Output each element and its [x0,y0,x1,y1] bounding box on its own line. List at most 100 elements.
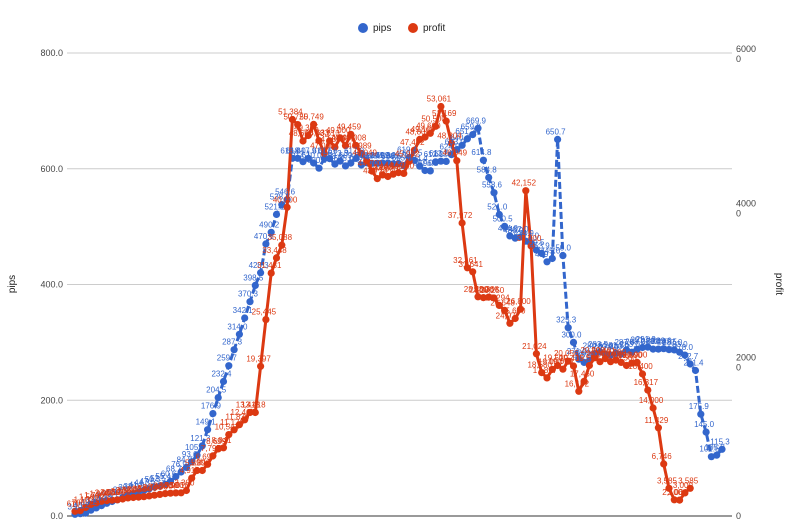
data-point-profit[interactable] [140,493,148,501]
data-point-profit[interactable] [166,489,175,497]
data-point-pips[interactable] [209,410,217,418]
data-point-profit[interactable] [649,404,657,412]
data-point-pips[interactable] [193,451,201,459]
data-point-profit[interactable] [294,121,302,129]
data-point-profit[interactable] [676,496,684,504]
data-point-pips[interactable] [495,210,503,219]
data-point-profit[interactable] [76,507,84,515]
data-point-profit[interactable] [262,316,270,324]
data-point-profit[interactable] [108,496,116,504]
data-point-profit[interactable] [204,460,212,468]
data-point-profit[interactable] [628,359,636,367]
data-point-pips[interactable] [188,458,196,466]
data-point-pips[interactable] [660,345,668,353]
data-point-pips[interactable] [681,351,689,359]
data-point-pips[interactable] [230,346,238,354]
data-point-profit[interactable] [447,139,456,147]
data-point-pips[interactable] [442,157,450,165]
data-point-profit[interactable] [320,149,328,157]
data-point-profit[interactable] [453,157,461,165]
data-point-pips[interactable] [628,348,636,356]
data-point-pips[interactable] [564,324,572,332]
data-point-profit[interactable] [638,370,647,378]
data-point-profit[interactable] [575,387,583,395]
data-point-pips[interactable] [559,252,567,260]
data-point-profit[interactable] [580,377,588,385]
data-point-pips[interactable] [251,281,259,289]
data-point-pips[interactable] [702,428,710,436]
data-point-profit[interactable] [347,130,355,138]
data-point-profit[interactable] [310,120,318,128]
data-point-profit[interactable] [156,490,164,498]
data-point-profit[interactable] [670,496,678,504]
data-point-pips[interactable] [691,366,700,375]
data-point-pips[interactable] [294,154,302,162]
data-point-pips[interactable] [299,158,307,166]
data-point-profit[interactable] [532,350,541,358]
data-point-profit[interactable] [150,491,159,499]
data-point-profit[interactable] [368,167,376,175]
data-point-profit[interactable] [559,365,567,373]
data-point-profit[interactable] [71,507,79,515]
data-point-profit[interactable] [469,268,477,276]
data-point-profit[interactable] [432,122,440,130]
data-point-pips[interactable] [538,249,546,257]
data-point-profit[interactable] [660,460,668,468]
data-point-pips[interactable] [718,445,726,453]
data-point-pips[interactable] [379,159,387,167]
data-point-profit[interactable] [554,361,562,370]
data-point-profit[interactable] [400,169,408,177]
data-point-pips[interactable] [246,298,254,306]
data-point-profit[interactable] [405,157,413,165]
data-point-pips[interactable] [463,135,471,143]
data-point-pips[interactable] [331,160,339,168]
data-point-pips[interactable] [310,159,318,167]
data-point-profit[interactable] [145,492,153,500]
data-point-profit[interactable] [278,241,286,249]
data-point-profit[interactable] [241,416,249,424]
data-point-profit[interactable] [538,369,546,377]
data-point-profit[interactable] [591,354,599,362]
data-point-pips[interactable] [569,338,578,346]
data-point-profit[interactable] [410,146,418,154]
data-point-pips[interactable] [612,349,620,357]
data-point-profit[interactable] [124,494,132,502]
data-point-pips[interactable] [235,330,243,338]
data-point-pips[interactable] [676,348,684,356]
data-point-profit[interactable] [251,408,259,417]
data-point-pips[interactable] [304,154,312,162]
data-point-pips[interactable] [713,451,721,459]
data-point-profit[interactable] [357,149,365,157]
data-point-pips[interactable] [257,269,265,277]
data-point-pips[interactable] [638,343,647,352]
data-point-pips[interactable] [432,158,440,166]
data-point-pips[interactable] [575,355,583,363]
data-point-profit[interactable] [394,169,403,177]
data-point-pips[interactable] [421,166,429,175]
data-point-profit[interactable] [490,294,498,302]
data-point-pips[interactable] [272,210,281,218]
data-point-profit[interactable] [326,137,334,145]
data-point-pips[interactable] [219,377,228,386]
data-point-profit[interactable] [129,493,137,502]
data-point-profit[interactable] [463,264,471,272]
data-point-pips[interactable] [336,157,344,165]
data-point-pips[interactable] [479,156,487,164]
data-point-profit[interactable] [543,374,551,382]
data-point-profit[interactable] [219,444,228,452]
data-point-profit[interactable] [135,493,143,501]
data-point-pips[interactable] [649,345,657,353]
data-point-pips[interactable] [665,346,673,354]
data-point-pips[interactable] [426,167,434,175]
data-point-profit[interactable] [665,484,673,492]
data-point-profit[interactable] [548,365,556,373]
data-point-profit[interactable] [522,187,530,195]
data-point-profit[interactable] [654,424,663,432]
data-point-profit[interactable] [633,358,641,366]
data-point-profit[interactable] [209,452,217,460]
data-point-profit[interactable] [246,408,254,417]
data-point-pips[interactable] [204,426,212,434]
data-point-pips[interactable] [469,131,477,139]
series-line-pips[interactable] [74,126,724,516]
data-point-profit[interactable] [103,497,111,505]
